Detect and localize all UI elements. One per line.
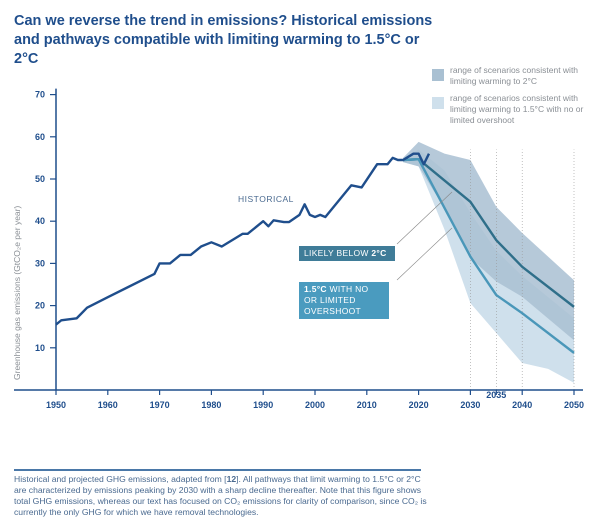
legend-item-2c: range of scenarios consistent with limit…	[432, 65, 600, 87]
legend-label-1-5c: range of scenarios consistent with limit…	[450, 93, 584, 125]
x-tick-label: 1980	[201, 400, 221, 410]
y-tick-label: 50	[35, 174, 45, 184]
y-tick-label: 30	[35, 258, 45, 268]
band-2c	[403, 141, 574, 341]
x-tick-label: 2035	[486, 390, 506, 400]
x-tick-label: 2010	[357, 400, 377, 410]
y-tick-label: 40	[35, 216, 45, 226]
label-2c-bold: 2°C	[371, 248, 387, 258]
label-likely-below-2c: LIKELY BELOW 2°C	[299, 246, 395, 261]
figure-caption: Historical and projected GHG emissions, …	[14, 474, 434, 518]
legend-item-1-5c: range of scenarios consistent with limit…	[432, 93, 600, 126]
caption-reference: 12	[226, 474, 237, 484]
y-tick-label: 20	[35, 301, 45, 311]
label-1-5c-text: WITH NO OR LIMITED OVERSHOOT	[304, 284, 369, 316]
y-tick-label: 70	[35, 90, 45, 100]
label-1-5c-bold: 1.5°C	[304, 284, 327, 294]
x-tick-label: 2030	[460, 400, 480, 410]
x-tick-label: 1960	[98, 400, 118, 410]
one-five-deg-line	[402, 157, 575, 354]
legend-swatch-1-5c	[432, 97, 444, 109]
legend-swatch-2c	[432, 69, 444, 81]
caption-divider	[14, 469, 421, 471]
x-tick-label: 1950	[46, 400, 66, 410]
x-tick-label: 2040	[512, 400, 532, 410]
y-axis-label: Greenhouse gas emissions (GtCO₂e per yea…	[12, 206, 22, 380]
leader-1-5c	[396, 227, 453, 281]
x-tick-label: 2050	[564, 400, 584, 410]
historical-line	[55, 152, 431, 326]
label-1-5c-no-overshoot: 1.5°C WITH NO OR LIMITED OVERSHOOT	[299, 282, 389, 319]
x-tick-label: 1970	[150, 400, 170, 410]
caption-text: Historical and projected GHG emissions, …	[14, 474, 227, 484]
chart-title: Can we reverse the trend in emissions? H…	[14, 13, 433, 67]
legend: range of scenarios consistent with limit…	[432, 65, 600, 132]
x-tick-label: 2020	[409, 400, 429, 410]
legend-label-2c: range of scenarios consistent with limit…	[450, 65, 579, 86]
x-tick-label: 2000	[305, 400, 325, 410]
y-tick-label: 60	[35, 132, 45, 142]
historical-label: HISTORICAL	[238, 194, 294, 204]
label-2c-text: LIKELY BELOW	[304, 248, 372, 258]
y-tick-label: 10	[35, 343, 45, 353]
leader-2c	[396, 191, 453, 245]
caption-text-rest: ]. All pathways that limit warming to 1.…	[14, 474, 427, 517]
x-tick-label: 1990	[253, 400, 273, 410]
